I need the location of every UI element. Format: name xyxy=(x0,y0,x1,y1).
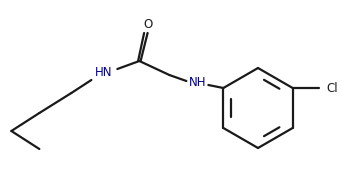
Text: HN: HN xyxy=(95,66,112,79)
Text: Cl: Cl xyxy=(327,82,338,95)
Text: NH: NH xyxy=(189,77,206,89)
Text: O: O xyxy=(144,19,153,31)
